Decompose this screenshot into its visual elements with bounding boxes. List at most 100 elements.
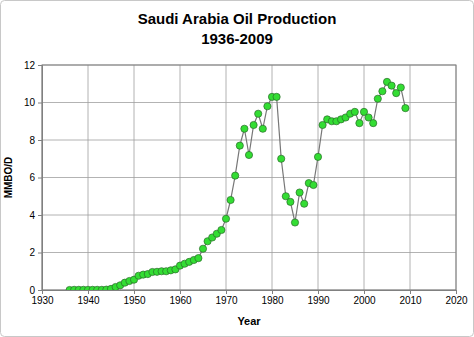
tick: 8 [29,135,42,146]
tick: 1940 [77,290,100,306]
tick-label: 1950 [123,295,146,306]
point [227,196,234,203]
point [273,93,280,100]
tick: 1950 [123,290,146,306]
tick-label: 8 [29,135,35,146]
point [310,181,317,188]
data-marks [66,78,409,290]
grid-line [42,102,456,103]
tick: 12 [24,60,42,71]
x-axis-title: Year [237,315,261,327]
point [232,172,239,179]
plot: 1930194019501960197019801990200020102020… [24,60,468,306]
grid-line [88,65,89,290]
tick-mark [38,65,42,66]
tick: 2000 [353,290,376,306]
tick: 2020 [445,290,468,306]
point [264,103,271,110]
tick: 2010 [399,290,422,306]
point [278,155,285,162]
tick-mark [272,290,273,294]
grid [42,65,456,290]
point [255,110,262,117]
point [241,125,248,132]
point [370,120,377,127]
line [70,82,406,290]
tick-label: 2020 [445,295,468,306]
point [397,84,404,91]
tick-mark [134,290,135,294]
tick-label: 1990 [307,295,330,306]
point [388,82,395,89]
x-axis: 1930194019501960197019801990200020102020 [31,290,468,306]
grid-line [318,65,319,290]
tick: 1960 [169,290,192,306]
tick-mark [226,290,227,294]
tick-mark [38,140,42,141]
chart: 1930194019501960197019801990200020102020… [0,0,474,337]
tick-mark [364,290,365,294]
grid-line [180,65,181,290]
tick-label: 6 [29,172,35,183]
tick-mark [88,290,89,294]
grid-line [42,215,456,216]
point [236,142,243,149]
axis-line [38,66,43,291]
point [356,120,363,127]
tick: 1980 [261,290,284,306]
tick-label: 2000 [353,295,376,306]
grid-line [364,65,365,290]
tick-mark [38,290,42,291]
tick-mark [38,178,42,179]
grid-line [42,252,456,253]
point [222,215,229,222]
tick-label: 2 [29,247,35,258]
grid-line [226,65,227,290]
tick-mark [318,290,319,294]
tick-label: 12 [24,60,36,71]
point [351,108,358,115]
y-axis-title: MMBO/D [3,157,14,199]
point [199,245,206,252]
tick: 0 [29,285,42,296]
title: 1936-2009 [201,30,273,47]
point [195,255,202,262]
y-axis: 0 2 4 6 8 10 12 [24,60,43,296]
point [245,151,252,158]
tick-label: 4 [29,210,35,221]
tick: 10 [24,97,42,108]
grid-line [410,65,411,290]
axis-line [43,291,457,295]
tick: 2 [29,247,42,258]
chart-border [1,1,474,337]
point [402,105,409,112]
tick-label: 1960 [169,295,192,306]
tick-label: 1970 [215,295,238,306]
tick-label: 10 [24,97,36,108]
point [287,198,294,205]
point [250,121,257,128]
tick-label: 1940 [77,295,100,306]
tick-mark [410,290,411,294]
point [218,226,225,233]
title: Saudi Arabia Oil Production [138,10,337,27]
point [374,95,381,102]
tick: 4 [29,210,42,221]
tick-mark [180,290,181,294]
tick-mark [38,103,42,104]
tick-mark [38,253,42,254]
tick: 1970 [215,290,238,306]
tick-label: 0 [29,285,35,296]
point [296,189,303,196]
point [314,153,321,160]
tick-label: 2010 [399,295,422,306]
grid-line [42,140,456,141]
tick-mark [38,215,42,216]
point [379,88,386,95]
tick: 6 [29,172,42,183]
point [259,125,266,132]
grid-line [42,177,456,178]
point [291,219,298,226]
tick-mark [456,290,457,294]
plot-frame [42,65,456,290]
